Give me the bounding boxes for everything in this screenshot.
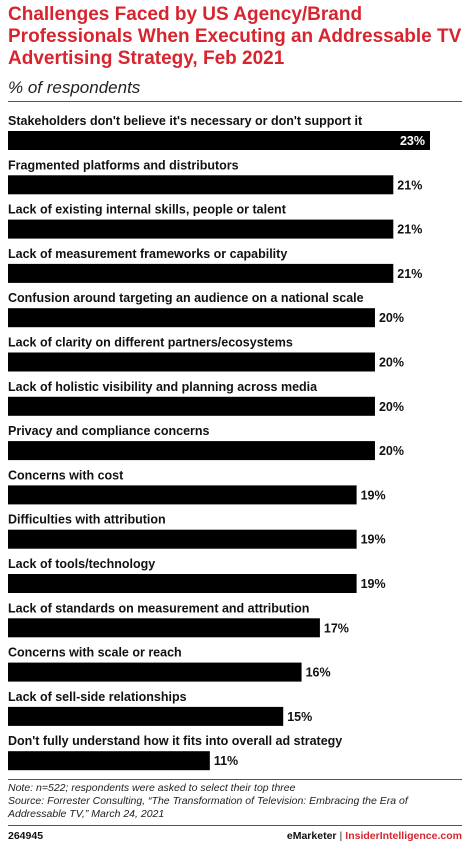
header-divider	[8, 101, 462, 102]
category-label: Lack of clarity on different partners/ec…	[8, 336, 293, 350]
bar	[8, 131, 430, 150]
value-label: 21%	[397, 178, 422, 192]
bar	[8, 352, 375, 372]
bar	[8, 263, 394, 283]
bottom-divider	[8, 825, 462, 826]
brand-separator: |	[339, 830, 343, 842]
value-label: 20%	[379, 311, 404, 325]
chart-title: Challenges Faced by US Agency/Brand Prof…	[8, 4, 462, 69]
value-label: 20%	[379, 400, 404, 414]
bar	[8, 175, 394, 195]
bar-chart: Stakeholders don't believe it's necessar…	[8, 114, 430, 771]
chart-footnote: Note: n=522; respondents were asked to s…	[8, 782, 464, 821]
category-label: Confusion around targeting an audience o…	[8, 291, 364, 305]
bar	[8, 485, 357, 505]
brand-emarketer: eMarketer	[286, 830, 337, 842]
category-label: Lack of holistic visibility and planning…	[8, 380, 318, 394]
bar	[8, 706, 284, 726]
category-label: Stakeholders don't believe it's necessar…	[8, 114, 363, 128]
value-label: 19%	[361, 577, 386, 591]
bar	[8, 529, 357, 549]
category-label: Lack of sell-side relationships	[8, 690, 187, 704]
value-label: 17%	[324, 621, 349, 635]
bar	[8, 219, 394, 239]
brand-line: eMarketer | InsiderIntelligence.com	[287, 830, 462, 842]
bar	[8, 751, 210, 771]
category-label: Lack of measurement frameworks or capabi…	[8, 247, 287, 261]
value-label: 20%	[379, 444, 404, 458]
bar	[8, 618, 320, 638]
note-text: Note: n=522; respondents were asked to s…	[8, 782, 296, 794]
value-label: 21%	[397, 267, 422, 281]
bar	[8, 441, 375, 461]
chart-subtitle: % of respondents	[8, 78, 141, 97]
value-label: 19%	[361, 533, 386, 547]
value-label: 20%	[379, 356, 404, 370]
category-label: Don't fully understand how it fits into …	[8, 734, 342, 748]
bar	[8, 308, 375, 328]
bar	[8, 662, 302, 682]
category-label: Difficulties with attribution	[8, 513, 166, 527]
bar	[8, 396, 375, 416]
chart-id: 264945	[8, 830, 44, 842]
bar	[8, 574, 357, 593]
category-label: Concerns with scale or reach	[8, 646, 182, 660]
category-label: Lack of standards on measurement and att…	[8, 601, 309, 615]
value-label: 21%	[397, 223, 422, 237]
category-label: Fragmented platforms and distributors	[8, 158, 239, 172]
value-label: 23%	[400, 134, 425, 148]
value-label: 11%	[214, 754, 238, 768]
footer-divider	[8, 779, 462, 780]
value-label: 19%	[361, 488, 386, 502]
category-label: Lack of existing internal skills, people…	[8, 203, 287, 217]
category-label: Lack of tools/technology	[8, 557, 155, 571]
category-label: Concerns with cost	[8, 468, 124, 482]
value-label: 16%	[306, 666, 331, 680]
value-label: 15%	[287, 710, 312, 724]
category-label: Privacy and compliance concerns	[8, 424, 210, 438]
source-text: Source: Forrester Consulting, “The Trans…	[8, 795, 408, 820]
brand-insider-intelligence: InsiderIntelligence.com	[345, 830, 462, 842]
